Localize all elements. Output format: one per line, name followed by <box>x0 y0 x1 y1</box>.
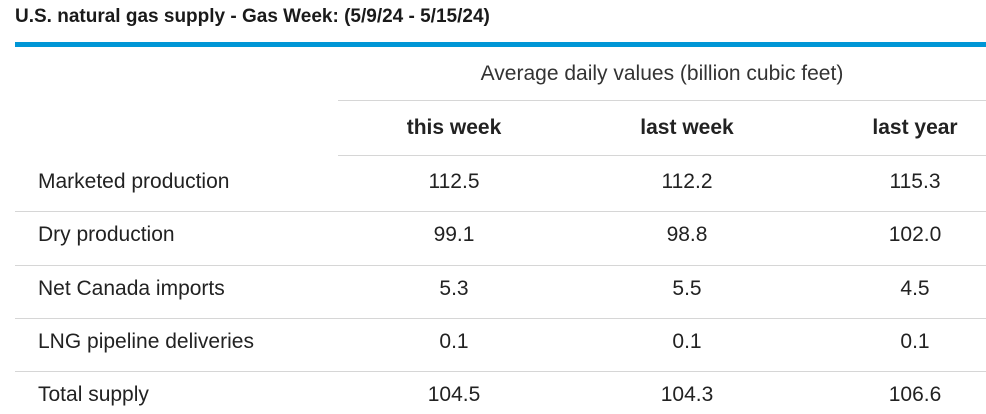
group-header: Average daily values (billion cubic feet… <box>480 62 844 85</box>
cell: 106.6 <box>888 383 942 407</box>
divider <box>338 155 986 156</box>
row-label: Marketed production <box>38 170 230 193</box>
cell: 112.2 <box>661 170 713 193</box>
column-header: this week <box>406 116 502 139</box>
divider <box>338 100 986 101</box>
row-label: Dry production <box>38 223 175 247</box>
cell: 99.1 <box>433 223 475 247</box>
title: U.S. natural gas supply - Gas Week: (5/9… <box>15 6 490 27</box>
title-rule <box>15 42 986 47</box>
row-label: LNG pipeline deliveries <box>38 329 254 353</box>
column-header: last week <box>640 116 734 139</box>
row-label: Net Canada imports <box>38 276 225 300</box>
cell: 104.5 <box>427 383 481 407</box>
cell: 98.8 <box>666 223 708 247</box>
cell: 102.0 <box>888 223 942 247</box>
column-header: last year <box>872 116 958 139</box>
row-label: Total supply <box>38 383 149 407</box>
cell: 0.1 <box>900 329 930 353</box>
cell: 104.3 <box>660 383 714 407</box>
cell: 4.5 <box>900 276 930 300</box>
row-divider <box>15 371 986 372</box>
row-divider <box>15 318 986 319</box>
cell: 0.1 <box>672 329 702 353</box>
cell: 5.5 <box>672 276 702 300</box>
row-divider <box>15 211 986 212</box>
cell: 5.3 <box>439 276 469 300</box>
cell: 112.5 <box>428 170 480 193</box>
cell: 0.1 <box>439 329 469 353</box>
cell: 115.3 <box>889 170 941 193</box>
row-divider <box>15 265 986 266</box>
